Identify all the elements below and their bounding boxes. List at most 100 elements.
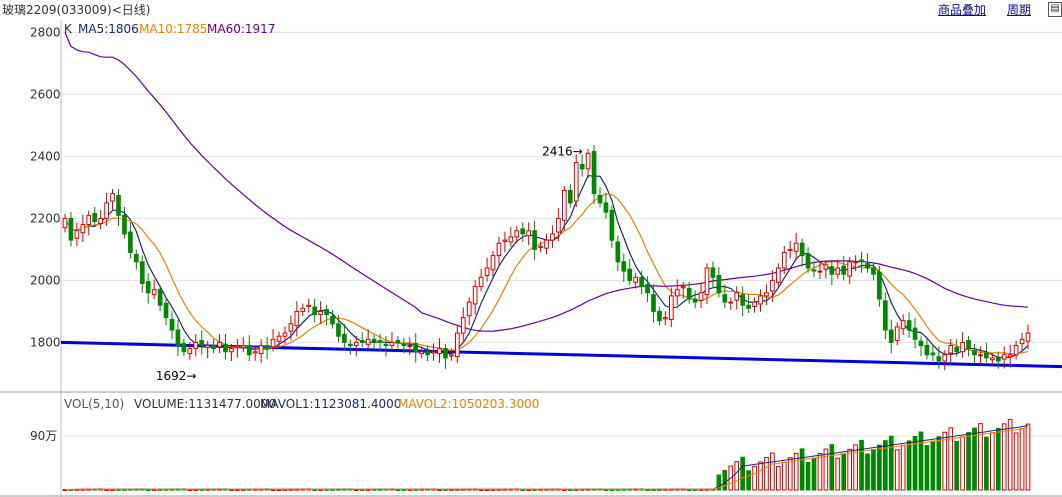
candle-body xyxy=(882,300,888,331)
candle-body xyxy=(431,351,436,354)
volume-bar xyxy=(1007,418,1013,491)
candle-body xyxy=(989,357,995,361)
volume-bar xyxy=(775,466,781,491)
candle-body xyxy=(627,268,633,281)
volume-bar xyxy=(888,435,894,491)
candle-body xyxy=(377,340,383,343)
candle-body xyxy=(621,261,627,272)
volume-bar xyxy=(764,456,769,491)
y-tick-label: 2200 xyxy=(30,211,61,225)
candle-body xyxy=(342,333,347,343)
candle-body xyxy=(942,354,948,362)
volume-bar xyxy=(781,461,787,491)
candle-body xyxy=(853,261,858,264)
volume-bar xyxy=(740,456,746,491)
candle-body xyxy=(722,294,728,303)
volume-bar xyxy=(799,448,805,491)
candle-body xyxy=(454,332,460,358)
candle-body xyxy=(294,310,300,327)
candle-body xyxy=(276,335,282,342)
volume-bar xyxy=(859,439,864,491)
volume-bar xyxy=(853,444,858,491)
volume-bar xyxy=(960,436,965,491)
volume-bar xyxy=(989,432,995,491)
candle-body xyxy=(347,343,353,347)
candle-body xyxy=(175,329,181,346)
candle-body xyxy=(258,345,264,355)
candle-body xyxy=(157,289,163,306)
volume-bar xyxy=(716,474,722,491)
volume-bar xyxy=(847,448,853,491)
volume-bar xyxy=(835,457,841,491)
candle-body xyxy=(561,190,567,221)
candle-body xyxy=(217,341,222,348)
overlay-commodity-button[interactable]: 商品叠加 xyxy=(938,3,987,17)
candle-body xyxy=(145,281,151,294)
volume-bar xyxy=(805,461,811,491)
candle-body xyxy=(419,351,425,355)
candle-body xyxy=(841,265,847,275)
candle-body xyxy=(799,242,805,257)
volume-bar xyxy=(978,423,983,491)
candle-body xyxy=(211,345,216,350)
candle-body xyxy=(793,242,799,252)
candle-body xyxy=(651,294,656,312)
candle-body xyxy=(270,338,276,348)
candle-body xyxy=(829,266,835,275)
candle-body xyxy=(918,340,924,347)
candle-body xyxy=(764,292,769,297)
candle-body xyxy=(139,261,145,285)
candle-body xyxy=(674,289,680,297)
candle-body xyxy=(865,263,870,269)
ma60-label: MA60:1917 xyxy=(207,22,275,36)
candle-body xyxy=(240,345,246,348)
candle-body xyxy=(579,163,585,170)
candle-body xyxy=(306,304,312,307)
annotation-high: 2416→ xyxy=(542,144,583,158)
candle-body xyxy=(514,230,520,238)
candle-body xyxy=(490,255,496,271)
candle-body xyxy=(585,152,591,170)
candle-body xyxy=(758,295,763,305)
period-button[interactable]: 周期 xyxy=(1007,3,1032,17)
volume-bar xyxy=(871,449,876,491)
candle-body xyxy=(1007,354,1013,358)
volume-bar xyxy=(758,461,763,491)
candle-body xyxy=(657,310,662,322)
candle-body xyxy=(888,329,894,343)
volume-bar xyxy=(954,440,960,491)
price-prefix: K xyxy=(64,22,73,36)
volume-bar xyxy=(1019,428,1025,491)
settings-icon[interactable]: ▤ xyxy=(1048,2,1062,17)
candle-body xyxy=(639,276,644,288)
candle-body xyxy=(556,217,561,233)
candle-body xyxy=(609,209,615,241)
candle-body xyxy=(811,269,817,272)
candle-body xyxy=(223,343,228,353)
candle-body xyxy=(995,357,1001,362)
volume-bar xyxy=(752,465,757,491)
candle-body xyxy=(187,348,193,355)
candle-body xyxy=(668,295,674,320)
candle-body xyxy=(116,194,121,216)
candle-body xyxy=(484,267,490,276)
candlestick-chart[interactable]: K MA5:1806 MA10:1785 MA60:1917 VOL(5,10)… xyxy=(0,20,1062,497)
y-tick-label: 2400 xyxy=(30,149,61,163)
volume-bar xyxy=(811,457,817,491)
candle-body xyxy=(395,340,401,343)
candle-body xyxy=(110,193,115,202)
candle-body xyxy=(86,214,92,226)
volume-bar xyxy=(770,452,775,491)
candle-body xyxy=(597,194,603,204)
candle-body xyxy=(775,267,781,283)
volume-bar xyxy=(823,448,829,491)
y-tick-label: 1800 xyxy=(30,335,61,349)
volume-bar xyxy=(984,436,989,491)
mavol2-label: MAVOL2:1050203.3000 xyxy=(398,397,539,411)
volume-bar xyxy=(1025,423,1031,491)
candle-body xyxy=(906,320,912,331)
annotation-low: 1692→ xyxy=(156,369,197,383)
top-bar: 玻璃2209(033009)<日线) 商品叠加 周期 ▤ xyxy=(0,0,1062,20)
volume-bar xyxy=(995,427,1001,491)
ma10-label: MA10:1785 xyxy=(139,22,207,36)
